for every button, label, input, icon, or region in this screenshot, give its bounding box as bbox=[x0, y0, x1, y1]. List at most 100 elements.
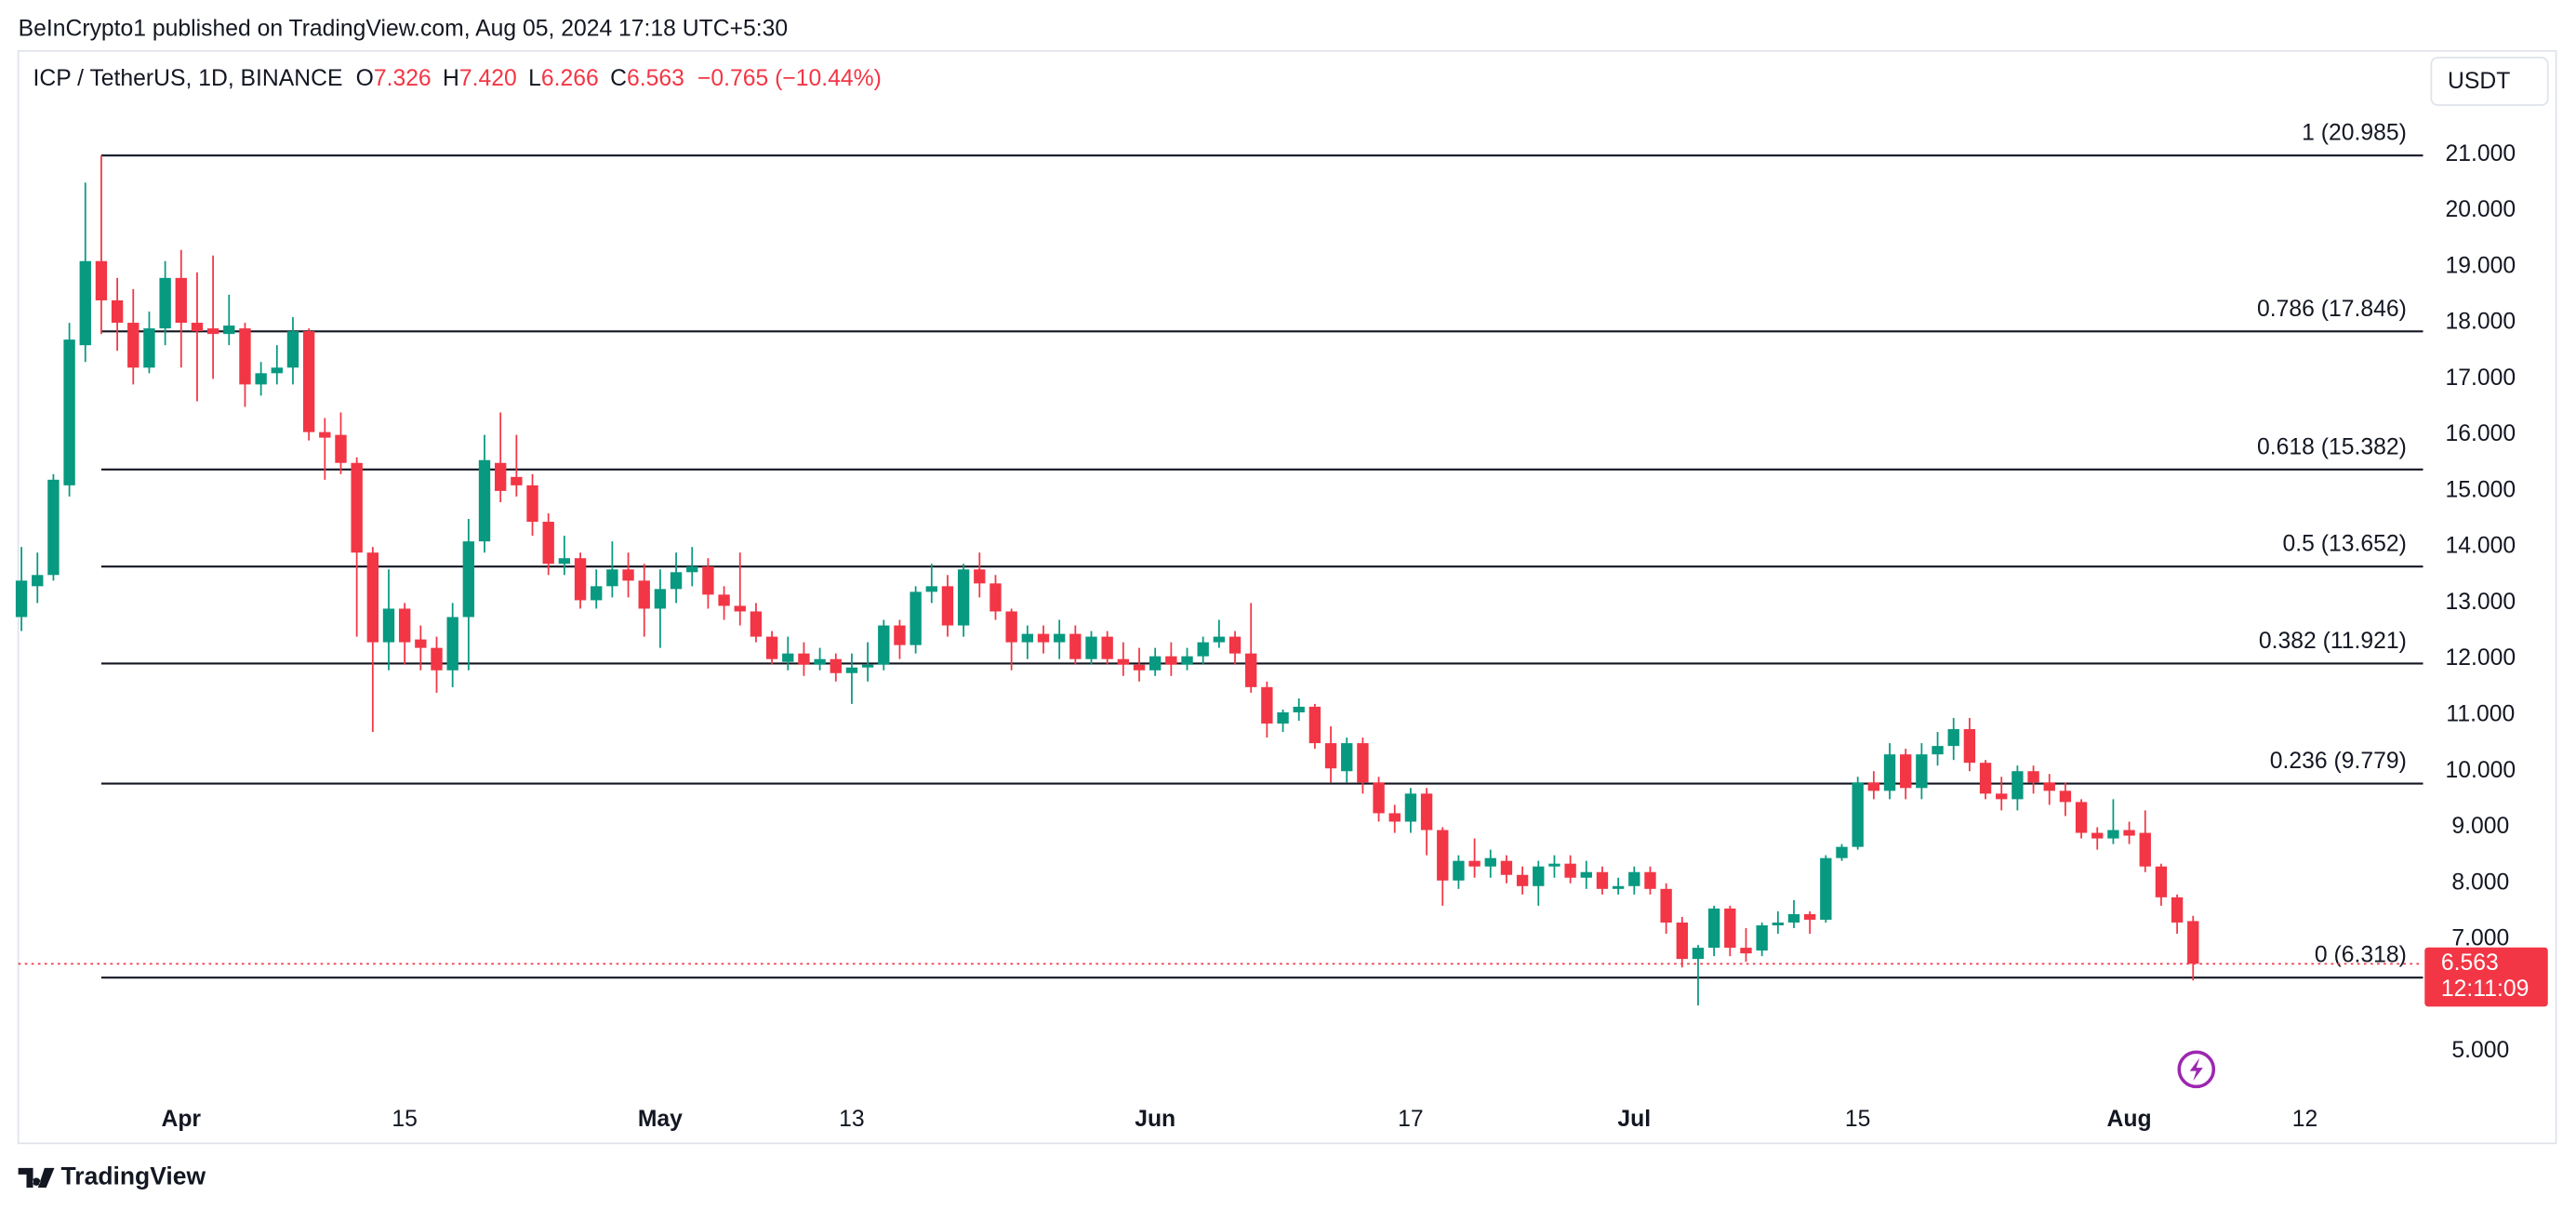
candle-body bbox=[255, 373, 267, 385]
candle-body bbox=[302, 331, 315, 432]
footer-logo bbox=[18, 1167, 55, 1189]
candle-body bbox=[2091, 832, 2104, 839]
candle-body bbox=[462, 541, 475, 618]
candle-body bbox=[1468, 860, 1481, 867]
candle-body bbox=[1676, 922, 1688, 960]
y-tick-label: 5.000 bbox=[2451, 1038, 2509, 1063]
candle-body bbox=[1117, 658, 1130, 665]
candle-body bbox=[702, 566, 714, 595]
y-tick-label: 13.000 bbox=[2446, 590, 2516, 615]
legend-value: 6.563 bbox=[627, 65, 684, 90]
candle-body bbox=[654, 589, 667, 609]
x-tick-label: 12 bbox=[2292, 1107, 2318, 1132]
candle-body bbox=[1437, 830, 1449, 881]
candle-body bbox=[1420, 793, 1433, 830]
candle-body bbox=[2107, 830, 2119, 839]
candle-body bbox=[2027, 771, 2039, 783]
candle-body bbox=[47, 479, 60, 576]
candle-body bbox=[1916, 754, 1928, 789]
candle-body bbox=[1181, 656, 1193, 665]
candle-body bbox=[206, 328, 219, 335]
candle-body bbox=[1261, 686, 1273, 724]
legend-value: 7.326 bbox=[374, 65, 432, 90]
candle-body bbox=[1516, 874, 1529, 886]
y-tick-label: 14.000 bbox=[2446, 534, 2516, 559]
candle-body bbox=[431, 647, 443, 671]
candle-body bbox=[1277, 711, 1289, 724]
x-tick-label: May bbox=[638, 1107, 683, 1132]
candle-body bbox=[1883, 754, 1896, 791]
candle-body bbox=[511, 476, 523, 485]
candle-body bbox=[845, 667, 858, 673]
x-tick-label: Apr bbox=[161, 1107, 201, 1132]
candle-body bbox=[1947, 729, 1959, 747]
candle-body bbox=[1932, 746, 1944, 755]
lightning-icon[interactable] bbox=[2177, 1050, 2216, 1089]
y-tick-label: 17.000 bbox=[2446, 365, 2516, 391]
candle-body bbox=[127, 323, 139, 368]
y-tick-label: 19.000 bbox=[2446, 253, 2516, 278]
candle-body bbox=[1836, 846, 1848, 858]
candle-body bbox=[2012, 771, 2024, 800]
candle-body bbox=[1628, 871, 1640, 886]
currency-label[interactable]: USDT bbox=[2448, 69, 2510, 94]
candle-body bbox=[2043, 782, 2055, 791]
candle-body bbox=[910, 591, 922, 645]
price-countdown: 12:11:09 bbox=[2441, 976, 2529, 1002]
candle-body bbox=[159, 277, 171, 329]
candle-body bbox=[63, 339, 75, 485]
candle-body bbox=[1756, 924, 1768, 951]
candle-body bbox=[558, 558, 571, 565]
fib-label: 0.5 (13.652) bbox=[2283, 532, 2407, 557]
candle-body bbox=[111, 299, 124, 324]
x-tick-label: Jul bbox=[1617, 1107, 1651, 1132]
candle-body bbox=[1149, 656, 1162, 671]
y-tick-label: 10.000 bbox=[2446, 758, 2516, 783]
candle-body bbox=[782, 653, 794, 662]
y-tick-label: 20.000 bbox=[2446, 197, 2516, 222]
price-label-box bbox=[2424, 947, 2548, 1007]
candle-body bbox=[1053, 633, 1066, 643]
y-tick-label: 7.000 bbox=[2451, 926, 2509, 951]
legend-change: −0.765 (−10.44%) bbox=[697, 65, 882, 90]
candle-body bbox=[941, 586, 954, 626]
candle-body bbox=[2139, 832, 2151, 867]
y-tick-label: 16.000 bbox=[2446, 421, 2516, 446]
candle-body bbox=[542, 522, 554, 565]
candle-body bbox=[1612, 885, 1625, 889]
candle-body bbox=[1580, 871, 1592, 878]
candle-body bbox=[989, 583, 1002, 612]
candle-body bbox=[814, 658, 826, 665]
candle-body bbox=[686, 566, 698, 573]
candle-body bbox=[1724, 908, 1736, 949]
candle-body bbox=[1772, 922, 1785, 925]
y-tick-label: 12.000 bbox=[2446, 645, 2516, 671]
candle-body bbox=[1037, 633, 1050, 643]
candle-body bbox=[1341, 743, 1353, 772]
candle-body bbox=[239, 328, 251, 385]
price-label: 6.563 bbox=[2441, 950, 2499, 976]
candle-body bbox=[718, 594, 730, 606]
legend-value: 7.420 bbox=[459, 65, 517, 90]
legend-key: L bbox=[528, 65, 541, 90]
candle-body bbox=[1548, 863, 1560, 867]
candle-body bbox=[398, 608, 411, 643]
fib-label: 0.786 (17.846) bbox=[2257, 297, 2407, 322]
candle-body bbox=[79, 260, 91, 346]
candle-body bbox=[1293, 706, 1305, 712]
chart-frame bbox=[17, 49, 2557, 1145]
candle-body bbox=[382, 608, 395, 643]
candle-body bbox=[1245, 653, 1257, 687]
legend: ICP / TetherUS, 1D, BINANCE O7.326 H7.420 L… bbox=[33, 65, 882, 90]
candle-body bbox=[1324, 743, 1337, 769]
candle-body bbox=[1404, 793, 1417, 822]
currency-button[interactable] bbox=[2430, 56, 2549, 106]
candle-body bbox=[1660, 888, 1672, 923]
candle-body bbox=[1533, 866, 1545, 886]
candle-body bbox=[1996, 793, 2008, 800]
fib-label: 0.236 (9.779) bbox=[2270, 749, 2407, 774]
fib-label: 0 (6.318) bbox=[2315, 943, 2407, 968]
candle-body bbox=[2187, 921, 2199, 964]
candle-body bbox=[574, 558, 587, 601]
